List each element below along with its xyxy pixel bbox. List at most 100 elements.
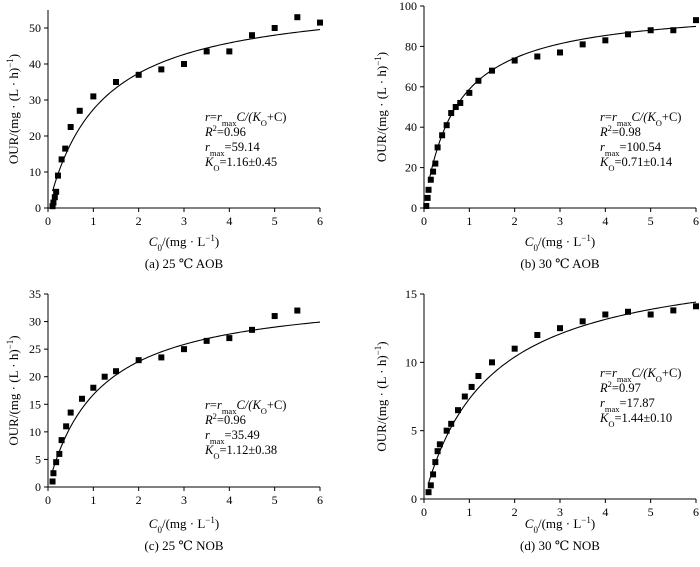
x-tick-label: 4 [226, 214, 232, 228]
data-point [67, 124, 74, 130]
y-tick-label: 35 [29, 287, 41, 301]
data-point [434, 144, 441, 151]
data-point [181, 61, 187, 67]
data-point [511, 57, 518, 64]
annotation-rmax: rmax=17.87 [600, 396, 655, 414]
data-point [475, 77, 482, 84]
x-tick-label: 6 [317, 214, 323, 228]
data-point [439, 132, 446, 139]
y-tick-label: 50 [29, 21, 41, 35]
y-tick-label: 100 [399, 0, 417, 13]
data-point [51, 194, 58, 201]
y-tick-label: 25 [29, 342, 41, 356]
y-tick-label: 30 [29, 315, 41, 329]
data-point [249, 326, 255, 333]
annotation-equation: r=rmaxC/(KO+C) [600, 366, 681, 384]
x-tick-label: 2 [136, 214, 142, 228]
data-point [602, 37, 609, 44]
x-axis-title: C0/(mg · L−1) [149, 233, 219, 253]
data-point [434, 448, 441, 455]
data-point [135, 357, 142, 364]
data-point [602, 311, 609, 318]
data-point [317, 19, 323, 26]
y-tick-label: 0 [35, 480, 41, 494]
data-point [511, 345, 518, 352]
annotation-ko: KO=1.12±0.38 [204, 443, 277, 461]
x-tick-label: 1 [466, 214, 472, 228]
fit-curve [428, 301, 697, 484]
annotation-ko: KO=1.16±0.45 [204, 155, 277, 173]
x-tick-label: 1 [90, 493, 96, 507]
chart-panel-4: 0 1 2 3 4 5 6 0 5 10 15 OUR/(mg · (L · h)−1) C0/(mg … [373, 287, 699, 553]
data-point [203, 337, 210, 344]
data-point [693, 17, 699, 24]
data-point [63, 423, 70, 430]
data-point [436, 441, 443, 448]
x-tick-label: 2 [136, 493, 142, 507]
chart-panel-1: 0 1 2 3 4 5 6 0 10 20 30 40 50 OUR/(mg · (L · h)−1) C0… [5, 10, 323, 271]
y-axis-title: OUR/(mg · (L · h)−1) [5, 54, 21, 164]
x-tick-label: 2 [512, 505, 518, 519]
x-tick-label: 0 [45, 214, 51, 228]
annotation-rmax: rmax=100.54 [600, 140, 662, 158]
annotation-r2: R2=0.98 [599, 123, 641, 139]
y-tick-label: 20 [405, 161, 417, 175]
data-point [50, 470, 57, 477]
data-point [113, 368, 119, 375]
y-tick-label: 20 [29, 370, 41, 384]
y-axis-title: OUR/(mg · (L · h)−1) [373, 341, 389, 451]
x-tick-label: 1 [90, 214, 96, 228]
data-point [101, 373, 108, 380]
data-point [62, 145, 69, 152]
data-point [425, 186, 432, 193]
data-point [50, 199, 57, 206]
data-point [432, 160, 439, 167]
data-point [113, 79, 119, 85]
data-point [158, 354, 165, 361]
data-point [203, 48, 210, 55]
x-tick-label: 5 [648, 214, 654, 228]
annotation-equation: r=rmaxC/(KO+C) [205, 398, 286, 416]
x-tick-label: 0 [45, 493, 51, 507]
data-point [53, 459, 60, 466]
data-point [625, 31, 631, 38]
panel-caption: (b) 30 ℃ AOB [520, 256, 600, 271]
data-point [427, 176, 434, 183]
data-point [427, 482, 434, 489]
y-tick-label: 0 [411, 492, 417, 506]
data-point [294, 307, 301, 314]
y-tick-label: 40 [29, 57, 41, 71]
data-point [557, 49, 563, 56]
data-point [489, 359, 495, 366]
data-point [53, 188, 60, 195]
x-tick-label: 4 [226, 493, 232, 507]
data-point [647, 27, 654, 34]
x-tick-label: 3 [557, 505, 563, 519]
data-point [58, 156, 65, 163]
data-point [489, 67, 495, 74]
data-point [579, 318, 586, 325]
data-point [158, 66, 165, 73]
x-tick-label: 3 [181, 214, 187, 228]
data-point [461, 393, 468, 400]
data-point [468, 383, 475, 390]
x-tick-label: 1 [466, 505, 472, 519]
y-tick-label: 10 [405, 355, 417, 369]
annotation-equation: r=rmaxC/(KO+C) [205, 110, 286, 128]
panel-caption: (a) 25 ℃ AOB [145, 256, 224, 271]
data-point [670, 27, 677, 34]
data-point [534, 53, 541, 60]
data-point [448, 110, 455, 117]
y-tick-label: 40 [405, 120, 417, 134]
data-point [76, 107, 83, 114]
data-point [67, 409, 74, 416]
y-axis-title: OUR/(mg · (L · h)−1) [373, 52, 389, 162]
data-point [49, 478, 56, 485]
data-point [475, 373, 482, 379]
x-tick-label: 3 [181, 493, 187, 507]
data-point [430, 168, 437, 175]
y-tick-label: 10 [29, 425, 41, 439]
data-point [90, 93, 97, 100]
